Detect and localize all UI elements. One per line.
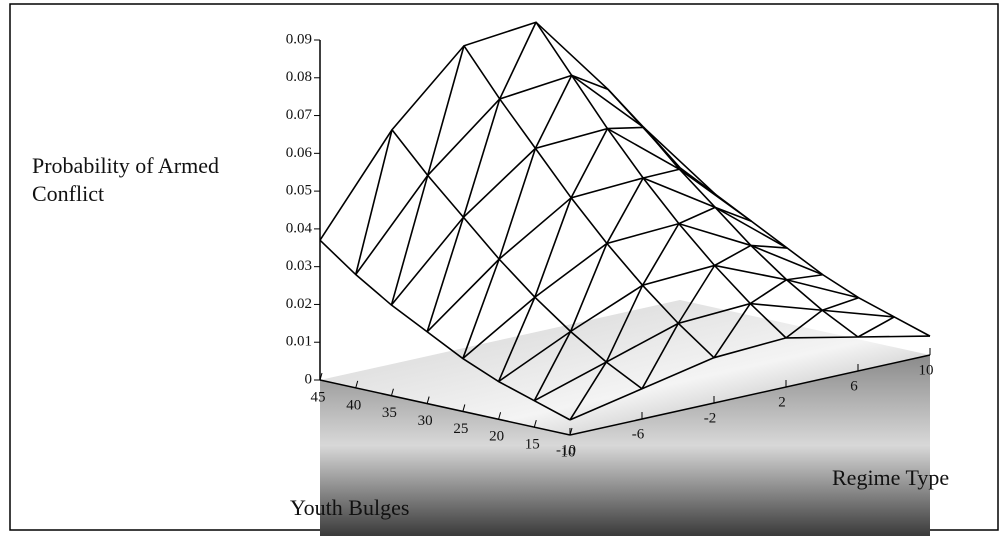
surface-diagonal [497, 296, 536, 382]
surface-diagonal [642, 168, 680, 179]
z-tick-label: 0 [305, 371, 313, 387]
surface-diagonal [857, 316, 895, 338]
x-tick-label: -2 [704, 410, 717, 426]
surface-diagonal [641, 322, 679, 390]
surface-diagonal [714, 206, 752, 223]
surface-diagonal [534, 197, 572, 298]
surface-row [569, 335, 931, 421]
surface-diagonal [498, 21, 537, 100]
z-tick-label: 0.07 [286, 107, 313, 123]
y-tick-label: 35 [382, 405, 397, 421]
y-tick [462, 404, 466, 412]
y-tick-label: 40 [346, 397, 361, 413]
x-tick-label: 10 [919, 362, 934, 378]
surface [319, 21, 931, 421]
surface-diagonal [641, 223, 680, 286]
y-tick [426, 396, 430, 404]
surface-diagonal [677, 265, 716, 324]
surface-row [390, 127, 752, 306]
y-tick-label: 15 [525, 437, 540, 453]
y-tick-label: 20 [489, 429, 504, 445]
surface-column [535, 21, 787, 339]
x-tick-label: 2 [778, 394, 786, 410]
surface-diagonal [749, 279, 788, 305]
floor [320, 300, 930, 536]
surface-diagonal [533, 331, 572, 402]
y-tick-label: 45 [311, 389, 326, 405]
surface-diagonal [571, 74, 609, 91]
y-axis [319, 379, 571, 436]
y-tick [498, 412, 502, 420]
surface-diagonal [498, 148, 537, 260]
surface-diagonal [570, 128, 609, 199]
surface-diagonal [605, 284, 644, 363]
x-tick-label: 6 [850, 378, 858, 394]
surface-diagonal [714, 244, 752, 267]
surface-diagonal [534, 75, 573, 149]
surface-diagonal [426, 45, 465, 176]
surface-diagonal [786, 273, 823, 281]
surface-diagonal [713, 303, 751, 359]
floor-plane [320, 300, 930, 435]
surface-diagonal [569, 361, 607, 421]
y-tick-label: 30 [418, 413, 433, 429]
y-tick [319, 372, 323, 381]
z-tick-label: 0.02 [286, 296, 312, 312]
z-axis-label: Probability of Armed Conflict [32, 153, 219, 206]
x-tick-label: -6 [632, 426, 645, 442]
x-axis-label: Regime Type [832, 465, 950, 490]
surface-diagonal [785, 309, 823, 339]
y-tick [355, 380, 359, 388]
z-tick-label: 0.06 [286, 145, 313, 161]
surface-diagonal [678, 206, 716, 225]
surface-diagonal [354, 129, 393, 275]
surface-diagonal [462, 258, 500, 359]
surface-column [319, 239, 571, 421]
z-tick-label: 0.04 [286, 220, 313, 236]
surface-row [498, 264, 859, 383]
surface-column [463, 45, 715, 359]
surface-diagonal [569, 243, 608, 332]
surface-column [607, 88, 859, 338]
z-tick-label: 0.03 [286, 258, 312, 274]
z-tick-label: 0.01 [286, 334, 312, 350]
x-tick-label: -10 [556, 442, 576, 458]
x-axis [569, 354, 931, 436]
y-tick-label: 25 [453, 421, 468, 437]
y-tick-label: 10 [561, 444, 576, 460]
surface-row [355, 74, 717, 275]
y-tick [390, 388, 394, 396]
z-tick-label: 0.08 [286, 69, 312, 85]
surface-diagonal [678, 168, 717, 196]
surface-diagonal [462, 98, 501, 218]
surface-column [679, 167, 931, 337]
surface-diagonal [643, 126, 681, 169]
y-tick [533, 420, 537, 428]
y-axis-label: Youth Bulges [290, 495, 410, 520]
surface-row [426, 177, 788, 333]
surface-row [462, 222, 824, 360]
z-tick-label: 0.09 [286, 31, 312, 47]
surface-diagonal [822, 296, 859, 312]
z-tick-label: 0.05 [286, 183, 312, 199]
axes: 0 0.01 0.02 0.03 0.04 0.05 0.06 0.07 0.08 0.09 45 4… [286, 31, 934, 460]
surface-diagonal [607, 126, 644, 130]
surface-diagonal [606, 177, 644, 244]
surface-row [533, 302, 895, 402]
front-wall [320, 355, 930, 536]
surface-column [391, 129, 643, 390]
surface-diagonal [426, 217, 465, 333]
surface-diagonal [750, 244, 788, 249]
surface-diagonal [390, 175, 429, 306]
